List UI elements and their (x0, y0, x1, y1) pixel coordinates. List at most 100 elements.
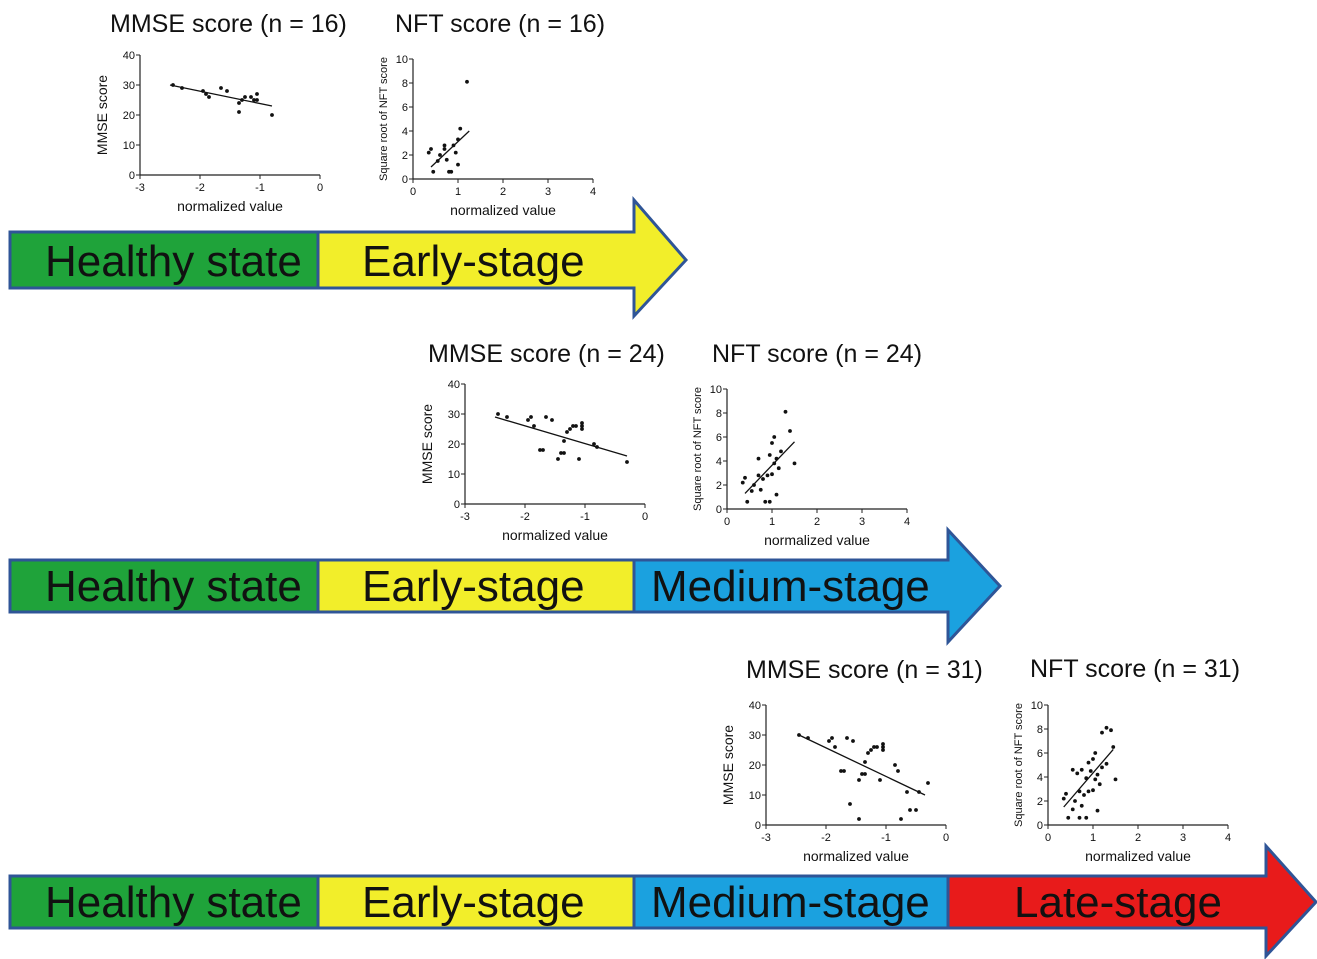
data-point (1086, 760, 1091, 765)
data-point (574, 424, 578, 428)
data-point (851, 739, 855, 743)
data-point (225, 89, 229, 93)
chart-title: NFT score (n = 31) (1030, 655, 1240, 683)
data-point (743, 475, 747, 480)
timeline-2: Healthy state Early-stage Medium-stage (8, 526, 1003, 646)
timeline-2-label-medium: Medium-stage (651, 562, 930, 611)
data-point (1073, 799, 1077, 803)
chart-title: MMSE score (n = 16) (110, 10, 347, 38)
data-point (442, 147, 447, 151)
y-tick-label: 0 (454, 499, 460, 511)
data-point (761, 477, 765, 481)
x-axis-label: normalized value (803, 848, 909, 864)
y-tick-label: 0 (129, 170, 135, 182)
chart-nft31: NFT score (n = 31) 0 2 4 6 8 10 0 1 2 3 4 normalized… (1013, 655, 1240, 864)
data-point (456, 162, 460, 167)
y-tick-label: 4 (1037, 772, 1043, 784)
data-point (1113, 777, 1118, 782)
x-axis-label: normalized value (502, 527, 608, 543)
data-point (1111, 745, 1116, 749)
data-point (252, 98, 256, 102)
data-point (526, 418, 530, 422)
data-point (171, 83, 175, 87)
y-tick-label: 0 (716, 504, 722, 516)
x-tick-label: -2 (195, 182, 205, 194)
regression-line (798, 734, 926, 796)
y-tick-label: 30 (448, 409, 460, 421)
x-tick-label: 0 (410, 186, 416, 198)
data-point (926, 781, 930, 785)
y-tick-label: 0 (402, 174, 408, 186)
data-point (770, 441, 774, 445)
y-tick-label: 2 (402, 150, 408, 162)
data-point (465, 79, 469, 84)
data-point (767, 499, 772, 504)
data-point (839, 769, 843, 773)
data-point (595, 445, 599, 449)
data-point (881, 745, 885, 749)
x-tick-label: -2 (821, 832, 831, 844)
data-point (878, 778, 882, 782)
data-point (745, 499, 750, 504)
chart-nft16: NFT score (n = 16) 0 2 4 6 8 10 0 1 2 3 4 normalized… (378, 10, 605, 218)
data-point (749, 489, 754, 493)
timeline-1: Healthy state Early-stage (8, 195, 689, 320)
data-point (207, 95, 211, 99)
data-point (577, 457, 581, 461)
data-point (438, 153, 442, 157)
data-point (219, 86, 223, 90)
data-point (580, 424, 584, 428)
data-point (845, 736, 849, 740)
data-point (881, 742, 885, 746)
timeline-1-arrow-early (316, 195, 689, 320)
x-axis-label: normalized value (764, 532, 870, 548)
timeline-2-segment-early (316, 558, 636, 614)
data-point (881, 748, 885, 752)
data-point (806, 736, 810, 740)
data-point (180, 86, 184, 90)
data-point (1100, 765, 1104, 770)
data-point (899, 817, 903, 821)
data-point (1097, 782, 1102, 787)
data-point (770, 472, 774, 477)
data-point (1093, 751, 1098, 755)
x-axis-label: normalized value (1085, 848, 1191, 864)
data-point (204, 92, 208, 96)
y-tick-label: 30 (123, 80, 135, 92)
data-point (580, 427, 584, 431)
data-point (556, 457, 560, 461)
data-point (458, 126, 463, 131)
data-point (1093, 777, 1098, 782)
y-axis-label: MMSE score (94, 75, 110, 155)
data-point (896, 769, 900, 773)
y-tick-label: 10 (710, 384, 722, 396)
x-tick-label: 2 (1135, 832, 1141, 844)
x-tick-label: 0 (1045, 832, 1051, 844)
regression-line (169, 84, 273, 107)
data-point (571, 424, 575, 428)
data-point (1088, 769, 1093, 773)
data-point (429, 147, 433, 151)
x-tick-label: 2 (500, 186, 506, 198)
y-tick-label: 2 (716, 480, 722, 492)
data-point (863, 760, 867, 764)
x-tick-label: 3 (545, 186, 551, 198)
timeline-3-label-medium: Medium-stage (651, 878, 930, 927)
data-point (449, 169, 454, 174)
y-tick-label: 20 (123, 110, 135, 122)
data-point (625, 460, 629, 464)
y-tick-label: 6 (1037, 748, 1043, 760)
y-tick-label: 40 (123, 50, 135, 62)
data-point (532, 424, 536, 428)
data-point (1091, 757, 1095, 761)
data-point (442, 143, 447, 148)
timeline-2-label-early: Early-stage (362, 562, 585, 611)
data-point (550, 418, 554, 422)
data-point (237, 101, 241, 105)
data-point (842, 769, 846, 773)
data-point (783, 409, 788, 414)
y-tick-label: 10 (123, 140, 135, 152)
data-point (866, 751, 870, 755)
